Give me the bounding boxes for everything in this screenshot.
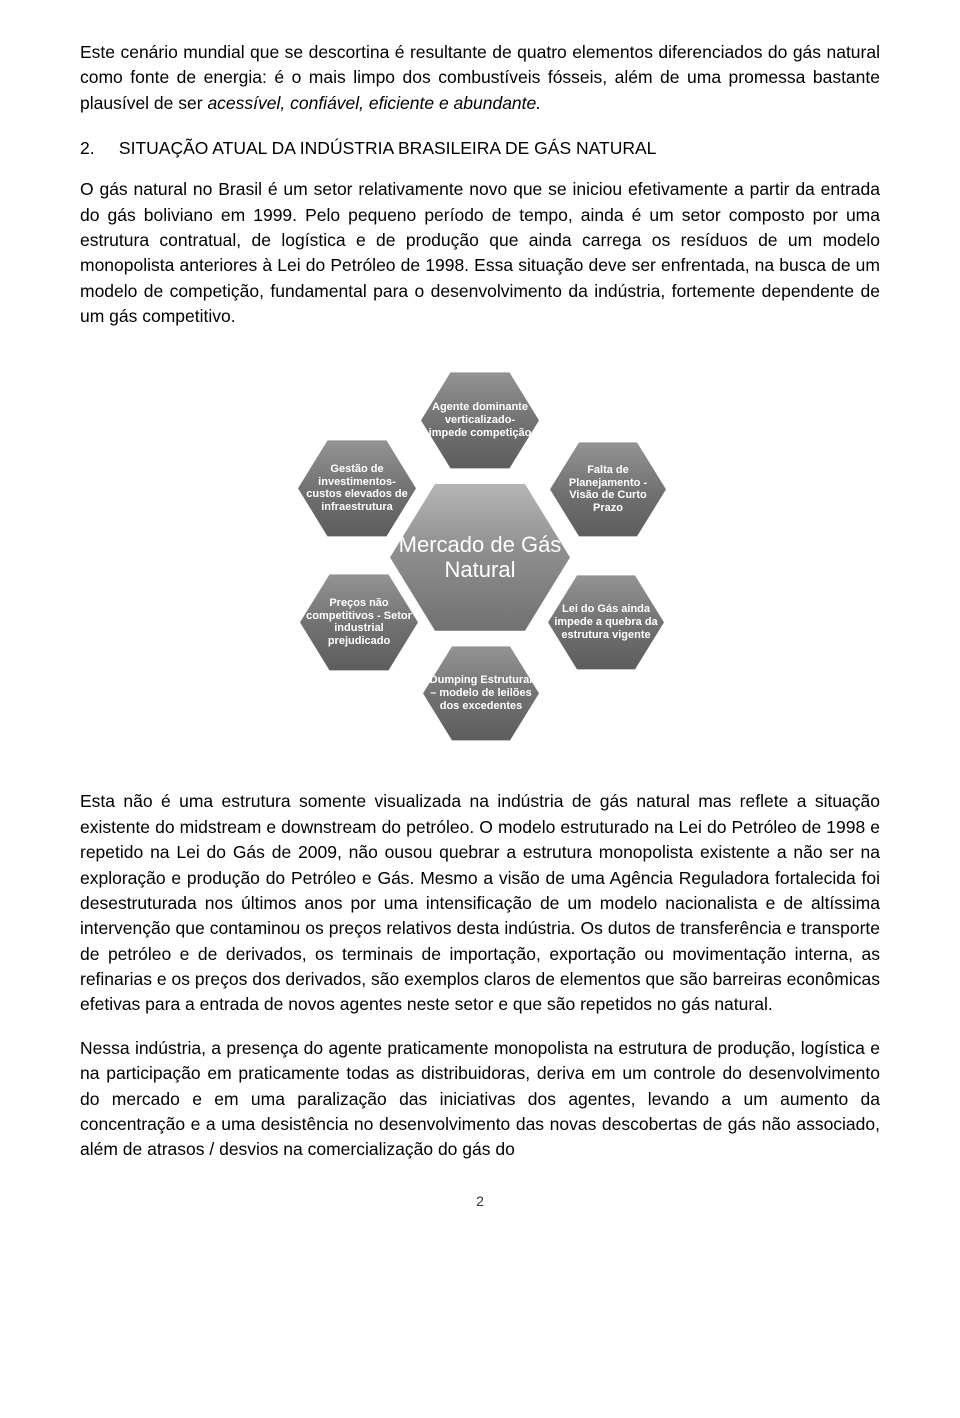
hex-node-1: Gestão de investimentos- custos elevados…: [298, 437, 416, 539]
hex-center-label: Mercado de Gás Natural: [396, 532, 564, 583]
hex-node-2: Falta de Planejamento -Visão de Curto Pr…: [550, 439, 666, 539]
section-number: 2.: [80, 138, 95, 158]
paragraph-4: Nessa indústria, a presença do agente pr…: [80, 1036, 880, 1163]
hex-node-label: Falta de Planejamento -Visão de Curto Pr…: [556, 464, 660, 515]
paragraph-intro-em: acessível, confiável, eficiente e abunda…: [207, 93, 541, 113]
document-page: Este cenário mundial que se descortina é…: [0, 0, 960, 1239]
page-number: 2: [80, 1193, 880, 1209]
hex-node-3: Preços não competitivos - Setor industri…: [300, 571, 418, 673]
section-heading: 2. SITUAÇÃO ATUAL DA INDÚSTRIA BRASILEIR…: [80, 138, 880, 159]
diagram-container: Mercado de Gás Natural Agente dominante …: [80, 347, 880, 767]
section-title-text: SITUAÇÃO ATUAL DA INDÚSTRIA BRASILEIRA D…: [119, 138, 656, 158]
paragraph-3: Esta não é uma estrutura somente visuali…: [80, 789, 880, 1017]
hex-node-5: Dumping Estrutural – modelo de leilões d…: [423, 643, 539, 743]
hex-node-0: Agente dominante verticalizado- impede c…: [421, 369, 539, 471]
paragraph-intro: Este cenário mundial que se descortina é…: [80, 40, 880, 116]
hex-node-label: Dumping Estrutural – modelo de leilões d…: [429, 674, 533, 712]
hex-node-label: Lei do Gás ainda impede a quebra da estr…: [554, 603, 658, 641]
hex-center: Mercado de Gás Natural: [390, 479, 570, 635]
hex-node-label: Gestão de investimentos- custos elevados…: [304, 463, 410, 514]
hex-node-label: Agente dominante verticalizado- impede c…: [427, 401, 533, 439]
hex-diagram: Mercado de Gás Natural Agente dominante …: [220, 347, 740, 767]
paragraph-2: O gás natural no Brasil é um setor relat…: [80, 177, 880, 329]
hex-node-4: Lei do Gás ainda impede a quebra da estr…: [548, 572, 664, 672]
hex-node-label: Preços não competitivos - Setor industri…: [306, 597, 412, 648]
